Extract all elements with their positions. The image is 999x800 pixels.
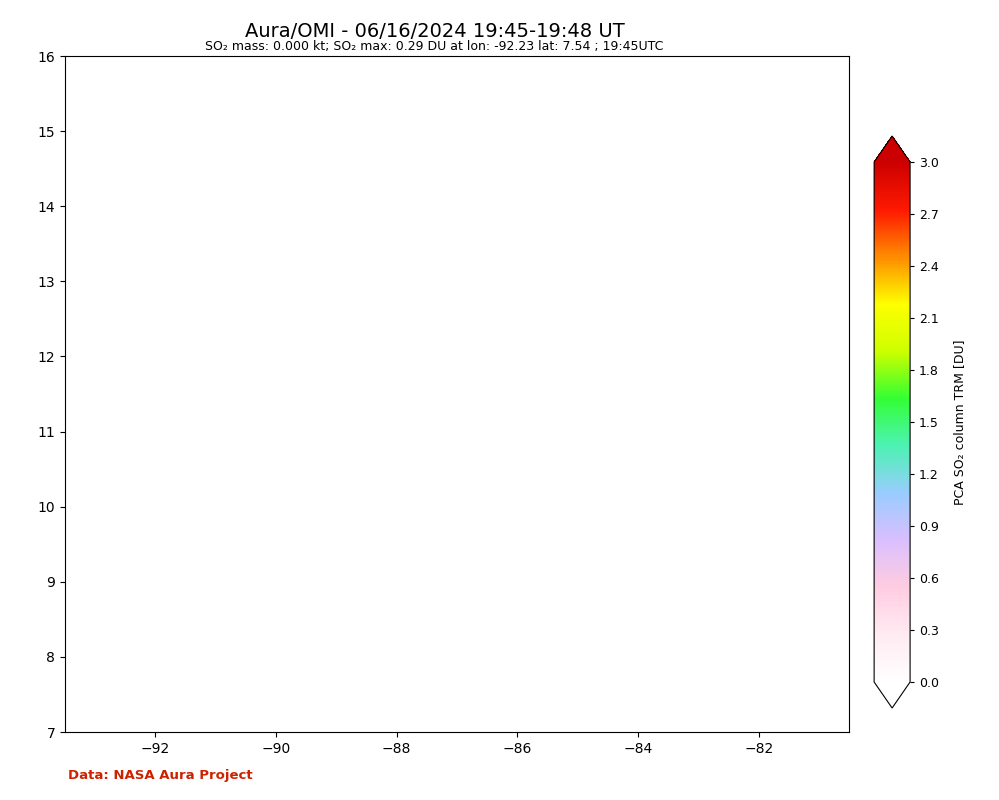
Text: SO₂ mass: 0.000 kt; SO₂ max: 0.29 DU at lon: -92.23 lat: 7.54 ; 19:45UTC: SO₂ mass: 0.000 kt; SO₂ max: 0.29 DU at … [206, 40, 663, 53]
Y-axis label: PCA SO₂ column TRM [DU]: PCA SO₂ column TRM [DU] [953, 339, 966, 505]
PathPatch shape [874, 136, 910, 162]
Text: Data: NASA Aura Project: Data: NASA Aura Project [68, 770, 253, 782]
PathPatch shape [874, 682, 910, 708]
Text: Aura/OMI - 06/16/2024 19:45-19:48 UT: Aura/OMI - 06/16/2024 19:45-19:48 UT [245, 22, 624, 42]
